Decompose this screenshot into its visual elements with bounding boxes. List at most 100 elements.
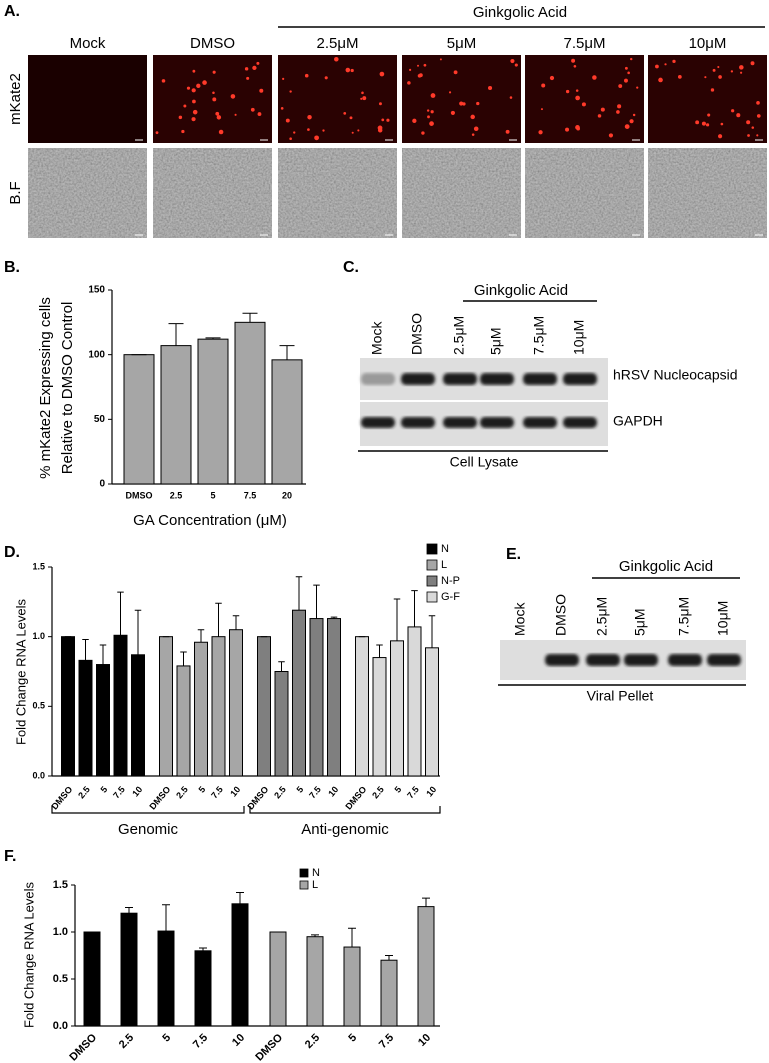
cell-dot — [183, 104, 187, 108]
error-bar — [117, 591, 124, 636]
cell-dot — [350, 68, 354, 73]
error-bar — [82, 638, 89, 661]
x-tick-label: 7.5 — [244, 490, 257, 500]
y-axis-label: Fold Change RNA Levels — [13, 599, 28, 745]
error-bar — [134, 609, 142, 655]
fluorescence-image — [278, 55, 397, 143]
legend-label: N-P — [441, 575, 460, 587]
cell-dot — [289, 90, 292, 93]
y-tick-label: 0.5 — [32, 701, 45, 711]
cell-dot — [616, 110, 620, 114]
cell-dot — [627, 71, 630, 75]
lane-label: 5μM — [632, 608, 648, 636]
cell-dot — [636, 86, 639, 89]
fluorescence-image — [525, 55, 644, 143]
cell-dot — [307, 114, 312, 120]
cell-dot — [218, 129, 224, 135]
error-bar — [385, 955, 393, 961]
bar — [407, 626, 422, 777]
panel-label: E. — [506, 546, 521, 563]
y-tick-label: 0.0 — [53, 1020, 68, 1032]
panel-label: F. — [4, 848, 16, 865]
lane-label: 10μM — [715, 601, 731, 636]
cell-dot — [192, 69, 196, 73]
bar — [372, 657, 387, 777]
cell-dot — [608, 133, 614, 138]
cell-dot — [717, 65, 720, 69]
cell-dot — [212, 97, 217, 102]
bar — [131, 654, 145, 777]
cell-dot — [412, 118, 417, 123]
column-label: DMSO — [190, 35, 235, 52]
x-tick-label: 10 — [130, 784, 144, 798]
cell-dot — [751, 126, 755, 129]
lane-label: Mock — [369, 321, 385, 355]
cell-dot — [285, 118, 290, 123]
cell-dot — [322, 129, 325, 132]
cell-dot — [720, 122, 724, 126]
cell-dot — [750, 61, 755, 66]
legend-label: L — [312, 879, 318, 891]
y-tick-label: 1.0 — [32, 631, 45, 641]
column-label: 7.5μM — [564, 35, 606, 52]
band — [545, 654, 579, 666]
lane-label: 5μM — [488, 327, 504, 355]
cell-dot — [378, 102, 382, 106]
cell-dot — [540, 108, 543, 111]
cell-dot — [192, 99, 196, 104]
cell-dot — [624, 124, 630, 129]
band — [361, 417, 395, 428]
cell-dot — [423, 63, 427, 67]
bar — [343, 946, 361, 1027]
cell-dot — [362, 96, 367, 101]
cell-dot — [756, 101, 760, 105]
error-bar — [205, 337, 221, 340]
panel-label: B. — [4, 259, 20, 276]
brightfield-texture — [648, 148, 767, 238]
y-tick-label: 0 — [99, 479, 105, 490]
fluorescence-image — [28, 55, 147, 143]
cell-dot — [624, 66, 628, 70]
cell-dot — [453, 70, 458, 75]
band — [401, 417, 435, 428]
cell-dot — [731, 109, 735, 113]
cell-dot — [304, 73, 309, 78]
bar — [306, 936, 324, 1027]
column-label: 10μM — [689, 35, 727, 52]
cell-dot — [718, 75, 722, 79]
cell-dot — [386, 118, 390, 122]
group-label: Ginkgolic Acid — [474, 282, 568, 299]
cell-dot — [351, 131, 354, 134]
cell-dot — [314, 135, 319, 141]
cell-dot — [581, 102, 586, 107]
legend-swatch — [426, 575, 438, 587]
lane-label: 2.5μM — [451, 316, 467, 355]
cell-dot — [430, 110, 434, 114]
cell-dot — [730, 70, 734, 73]
cell-dot — [701, 121, 706, 126]
x-tick-label: 10 — [228, 784, 242, 798]
y-axis-label: % mKate2 Expressing cells — [37, 297, 54, 479]
x-tick-label: 2.5 — [170, 490, 183, 500]
x-tick-label: 5 — [98, 784, 109, 794]
cell-dot — [357, 129, 360, 132]
cell-dot — [573, 64, 577, 68]
bar — [274, 671, 289, 777]
brightfield-texture — [402, 148, 521, 238]
error-bar — [422, 897, 430, 907]
bar — [78, 659, 93, 777]
cell-dot — [252, 65, 257, 71]
cell-dot — [215, 111, 220, 116]
cell-dot — [417, 64, 420, 67]
y-axis-label: Relative to DMSO Control — [59, 302, 76, 475]
cell-dot — [212, 91, 215, 94]
column-label: Mock — [70, 35, 106, 52]
column-label: 5μM — [447, 35, 476, 52]
legend-swatch — [299, 868, 309, 878]
cell-dot — [192, 109, 198, 115]
legend-swatch — [426, 591, 438, 603]
cell-dot — [250, 107, 255, 112]
bar — [292, 609, 306, 777]
band — [443, 373, 477, 385]
bar — [194, 950, 212, 1027]
